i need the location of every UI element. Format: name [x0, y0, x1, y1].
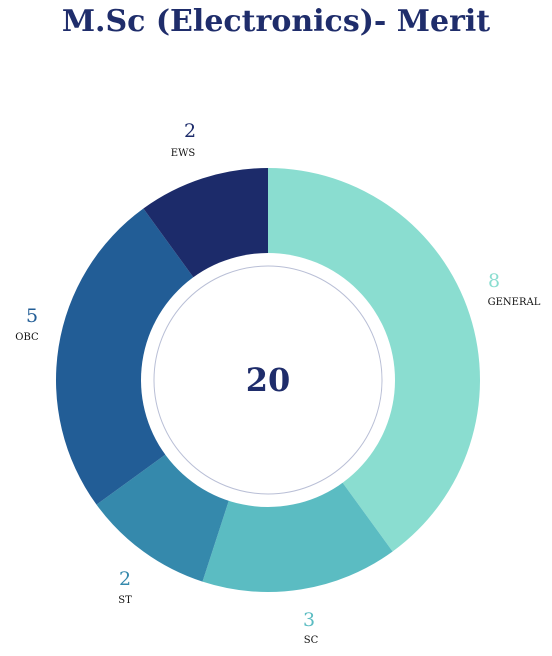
category-label-ews: EWS — [171, 148, 196, 159]
value-label-obc: 5 — [26, 305, 38, 327]
slice-general[interactable] — [268, 168, 480, 552]
value-label-st: 2 — [119, 568, 131, 590]
center-hole — [141, 253, 395, 507]
chart-title: M.Sc (Electronics)- Merit — [61, 4, 491, 39]
category-label-obc: OBC — [15, 332, 39, 343]
center-total: 20 — [246, 361, 291, 399]
category-label-general: GENERAL — [488, 297, 541, 308]
value-label-sc: 3 — [303, 609, 315, 631]
center-ring — [153, 265, 383, 495]
value-label-ews: 2 — [184, 120, 196, 142]
category-label-sc: SC — [304, 635, 319, 646]
category-label-st: ST — [118, 595, 132, 606]
value-label-general: 8 — [488, 270, 500, 292]
